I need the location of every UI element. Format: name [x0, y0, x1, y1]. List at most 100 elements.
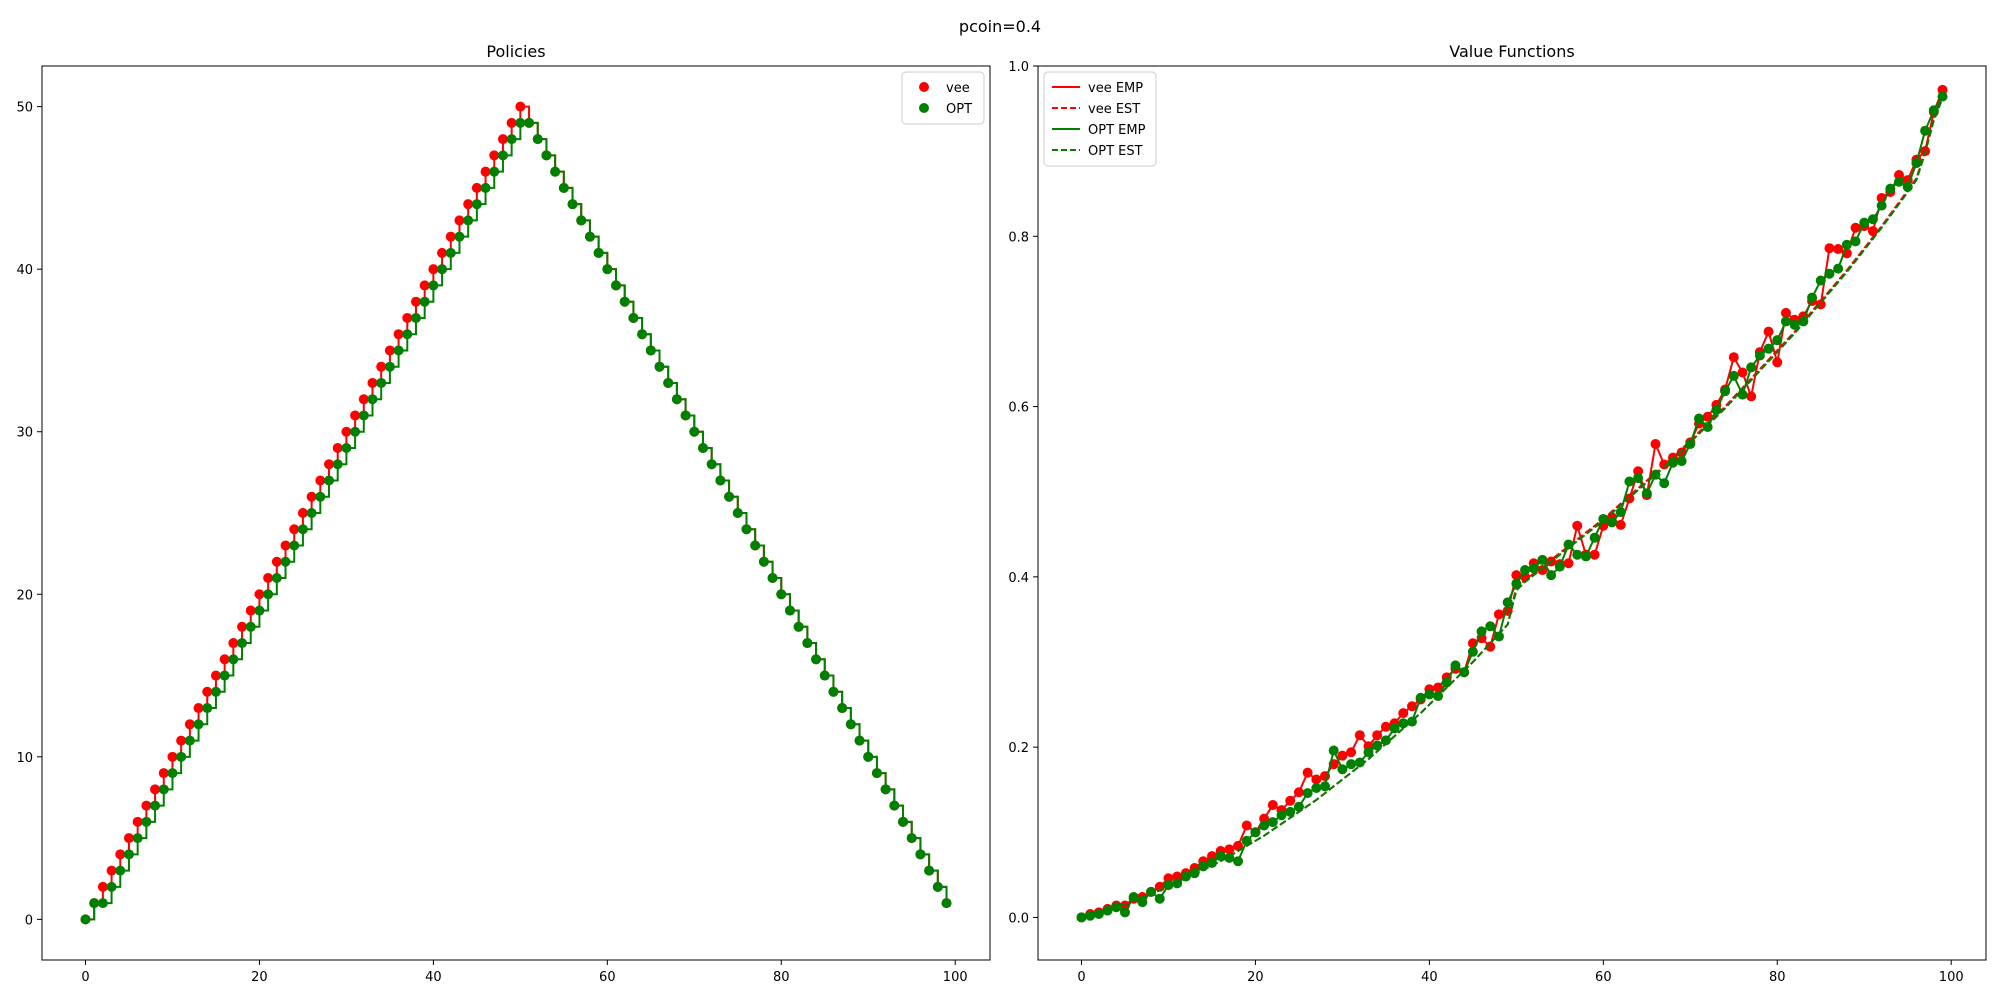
- y-tick-label: 0.4: [1008, 571, 1029, 586]
- opt-emp-point: [1685, 439, 1696, 450]
- vee-point: [315, 475, 326, 486]
- vee-point: [437, 247, 448, 258]
- opt-point: [524, 117, 535, 128]
- opt-point: [263, 589, 274, 600]
- vee-emp-point: [1398, 708, 1409, 719]
- opt-emp-point: [1659, 478, 1670, 489]
- legend-marker-vee: [919, 82, 929, 92]
- vee-emp-point: [1302, 767, 1313, 778]
- vee-emp-line: [1081, 89, 1944, 919]
- opt-point: [254, 605, 265, 616]
- opt-emp-point: [1920, 125, 1931, 136]
- vee-emp-point: [1615, 519, 1626, 530]
- opt-point: [697, 442, 708, 453]
- vee-point: [506, 117, 517, 128]
- opt-point: [271, 573, 282, 584]
- vee-emp-point: [1867, 226, 1878, 237]
- vee-point: [428, 264, 439, 275]
- opt-emp-point: [1128, 891, 1139, 902]
- opt-point: [802, 638, 813, 649]
- opt-emp-point: [1780, 316, 1791, 327]
- opt-point: [115, 865, 126, 876]
- opt-point: [654, 361, 665, 372]
- opt-emp-point: [1537, 554, 1548, 565]
- opt-emp-point: [1485, 621, 1496, 632]
- opt-point: [141, 816, 152, 827]
- policies-title: Policies: [486, 42, 545, 61]
- vee-emp-point: [1433, 682, 1444, 693]
- opt-emp-point: [1841, 239, 1852, 250]
- opt-point: [611, 280, 622, 291]
- vee-emp-point: [1346, 747, 1357, 758]
- opt-point: [350, 426, 361, 437]
- opt-point: [776, 589, 787, 600]
- value-functions-title: Value Functions: [1449, 42, 1574, 61]
- opt-point: [941, 898, 952, 909]
- opt-point: [445, 247, 456, 258]
- vee-emp-point: [1337, 750, 1348, 761]
- vee-point: [463, 199, 474, 210]
- vee-point: [445, 231, 456, 242]
- vee-emp-point: [1746, 391, 1757, 402]
- vee-point: [324, 459, 335, 470]
- opt-emp-line: [1081, 96, 1944, 919]
- opt-emp-point: [1624, 476, 1635, 487]
- opt-point: [480, 182, 491, 193]
- vee-point: [271, 556, 282, 567]
- opt-emp-point: [1737, 389, 1748, 400]
- opt-point: [558, 182, 569, 193]
- vee-emp-point: [1241, 820, 1252, 831]
- x-tick-label: 20: [251, 970, 268, 985]
- vee-emp-point: [1850, 222, 1861, 233]
- x-tick-label: 60: [599, 970, 616, 985]
- opt-emp-point: [1789, 319, 1800, 330]
- opt-emp-point: [1328, 745, 1339, 756]
- opt-point: [793, 621, 804, 632]
- opt-point: [871, 768, 882, 779]
- opt-point: [202, 703, 213, 714]
- vee-point: [167, 751, 178, 762]
- vee-emp-point: [1772, 357, 1783, 368]
- opt-point: [889, 800, 900, 811]
- vee-point: [202, 686, 213, 697]
- vee-point: [350, 410, 361, 421]
- opt-emp-point: [1824, 268, 1835, 279]
- opt-emp-point: [1598, 513, 1609, 524]
- policies-plot-area: [80, 101, 952, 925]
- opt-emp-point: [1320, 781, 1331, 792]
- vee-point: [419, 280, 430, 291]
- y-tick-label: 0.6: [1008, 401, 1029, 416]
- opt-emp-point: [1250, 827, 1261, 838]
- opt-emp-point: [1450, 660, 1461, 671]
- opt-emp-point: [1641, 488, 1652, 499]
- vee-emp-point: [1563, 558, 1574, 569]
- opt-emp-point: [1615, 507, 1626, 518]
- opt-point: [324, 475, 335, 486]
- opt-point: [767, 573, 778, 584]
- vee-emp-point: [1406, 701, 1417, 712]
- opt-point: [471, 199, 482, 210]
- vee-point: [332, 442, 343, 453]
- legend-label-opt-emp: OPT EMP: [1088, 123, 1146, 138]
- opt-point: [584, 231, 595, 242]
- vee-point: [515, 101, 526, 112]
- opt-point: [210, 686, 221, 697]
- opt-point: [593, 247, 604, 258]
- opt-point: [828, 686, 839, 697]
- vee-point: [289, 524, 300, 535]
- opt-point: [341, 442, 352, 453]
- opt-emp-point: [1711, 404, 1722, 415]
- vee-point: [471, 182, 482, 193]
- policies-axes-frame: [41, 65, 991, 961]
- legend-label-vee-emp: vee EMP: [1088, 81, 1143, 96]
- opt-emp-point: [1415, 692, 1426, 703]
- opt-point: [602, 264, 613, 275]
- x-tick-label: 80: [1769, 970, 1786, 985]
- opt-emp-point: [1259, 820, 1270, 831]
- opt-emp-point: [1563, 539, 1574, 550]
- opt-point: [280, 556, 291, 567]
- opt-point: [863, 751, 874, 762]
- legend-label-vee: vee: [946, 81, 970, 96]
- opt-emp-point: [1859, 217, 1870, 228]
